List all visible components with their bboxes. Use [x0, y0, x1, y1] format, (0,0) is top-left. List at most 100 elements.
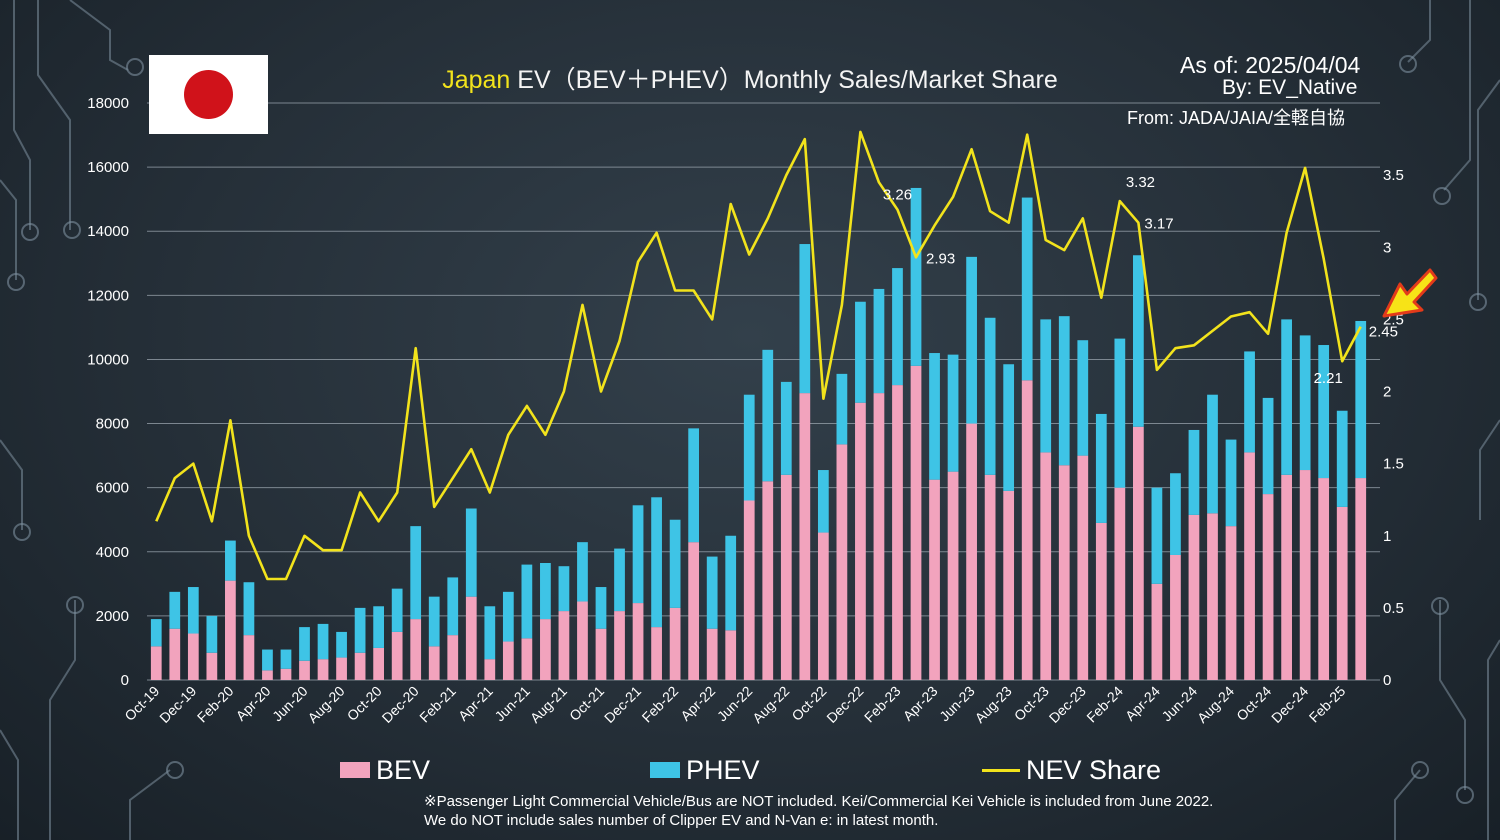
x-tick-label: Apr-22 — [677, 683, 718, 724]
phev-bar — [762, 349, 774, 482]
phev-bar — [780, 381, 792, 475]
as-of-date: As of: 2025/04/04 — [1180, 52, 1361, 78]
bev-bar — [743, 500, 755, 680]
bev-bar — [669, 607, 681, 680]
x-tick-label: Apr-23 — [900, 683, 941, 724]
phev-bar — [1170, 473, 1181, 555]
circuit-node — [126, 58, 144, 76]
phev-bar — [1244, 351, 1255, 453]
y2-tick-label: 2 — [1383, 384, 1391, 401]
circuit-trace — [1439, 600, 1466, 790]
phev-bar — [1355, 320, 1367, 479]
bev-bar — [1336, 506, 1348, 680]
phev-bar — [1188, 429, 1200, 515]
right-axis-ticks: 00.511.522.533.5 — [1383, 167, 1404, 689]
y2-tick-label: 1 — [1383, 528, 1391, 545]
bev-bar — [725, 630, 737, 680]
phev-bar — [743, 394, 755, 501]
phev-bar — [428, 596, 440, 647]
bev-bar — [1114, 487, 1126, 680]
bev-bar — [262, 670, 273, 680]
x-tick-label: Feb-24 — [1083, 683, 1126, 726]
x-tick-label: Jun-23 — [936, 683, 978, 725]
bev-bar — [1077, 455, 1089, 680]
flag-red-disc — [184, 70, 233, 119]
phev-bar — [595, 587, 607, 629]
bev-bar — [595, 628, 607, 680]
x-tick-label: Dec-19 — [156, 683, 199, 726]
phev-bar — [336, 631, 347, 658]
bev-bar — [225, 580, 236, 680]
x-tick-label: Feb-22 — [639, 683, 682, 726]
bev-bar — [836, 444, 848, 680]
circuit-node — [1433, 187, 1451, 205]
phev-bar — [1132, 255, 1144, 427]
bev-bar — [1244, 452, 1255, 680]
phev-swatch — [650, 762, 680, 778]
circuit-node — [21, 223, 39, 241]
share-data-label: 2.45 — [1369, 324, 1398, 341]
bev-bar — [206, 652, 218, 680]
bev-bar — [947, 471, 959, 680]
phev-bar — [317, 623, 329, 660]
phev-bar — [651, 497, 662, 628]
bev-bar — [984, 474, 996, 680]
bev-bar — [317, 659, 329, 680]
circuit-node — [66, 596, 84, 614]
x-tick-label: Dec-23 — [1046, 683, 1089, 726]
nev-share-line — [155, 130, 1362, 581]
phev-bar — [929, 353, 940, 480]
phev-bar — [410, 526, 422, 620]
bev-bar — [502, 641, 514, 680]
legend-item-phev: PHEV — [650, 753, 760, 787]
bev-bar — [1040, 452, 1052, 680]
bev-bar — [391, 631, 403, 680]
phev-bar — [817, 470, 829, 533]
phev-bar — [910, 187, 922, 366]
x-tick-label: Apr-20 — [233, 683, 274, 724]
circuit-trace — [1394, 769, 1421, 840]
phev-bar — [706, 556, 718, 629]
y-tick-label: 10000 — [87, 351, 129, 368]
phev-bar — [577, 542, 588, 602]
phev-bar — [540, 562, 551, 620]
phev-bar — [206, 615, 218, 653]
circuit-trace — [69, 0, 129, 71]
share-data-label: 2.93 — [926, 250, 955, 267]
legend-label-phev: PHEV — [686, 754, 760, 785]
bev-bar — [892, 385, 903, 680]
chart-title: Japan EV（BEV＋PHEV）Monthly Sales/Market S… — [0, 60, 1500, 96]
phev-bar — [262, 649, 273, 671]
bev-bar — [929, 479, 940, 680]
data-source: From: JADA/JAIA/全軽自協 — [1127, 108, 1346, 128]
phev-bar — [1095, 413, 1107, 523]
bev-bar — [336, 657, 347, 680]
y2-tick-label: 0 — [1383, 672, 1391, 689]
x-tick-label: Aug-22 — [749, 683, 792, 726]
circuit-trace — [1407, 0, 1431, 63]
share-data-label: 2.21 — [1314, 370, 1343, 387]
circuit-trace — [0, 439, 23, 530]
phev-bar — [873, 288, 885, 394]
circuit-node — [1411, 761, 1429, 779]
legend-label-share: NEV Share — [1026, 754, 1162, 785]
phev-bar — [688, 428, 700, 543]
phev-bar — [169, 591, 181, 629]
x-tick-label: Dec-24 — [1268, 683, 1311, 726]
bev-bar — [299, 660, 310, 680]
x-tick-label: Apr-24 — [1122, 683, 1163, 724]
bev-bar — [150, 646, 162, 680]
x-tick-label: Oct-20 — [344, 683, 385, 724]
phev-bar — [1225, 439, 1237, 527]
y2-tick-label: 0.5 — [1383, 600, 1404, 617]
bev-bar — [855, 402, 866, 680]
circuit-trace — [0, 729, 19, 840]
x-tick-label: Oct-21 — [566, 683, 607, 724]
bev-bar — [465, 596, 477, 680]
bev-bar — [1355, 478, 1367, 680]
bev-bar — [447, 635, 459, 680]
y-tick-label: 18000 — [87, 95, 129, 112]
phev-bar — [280, 649, 292, 669]
bev-bar — [780, 474, 792, 680]
